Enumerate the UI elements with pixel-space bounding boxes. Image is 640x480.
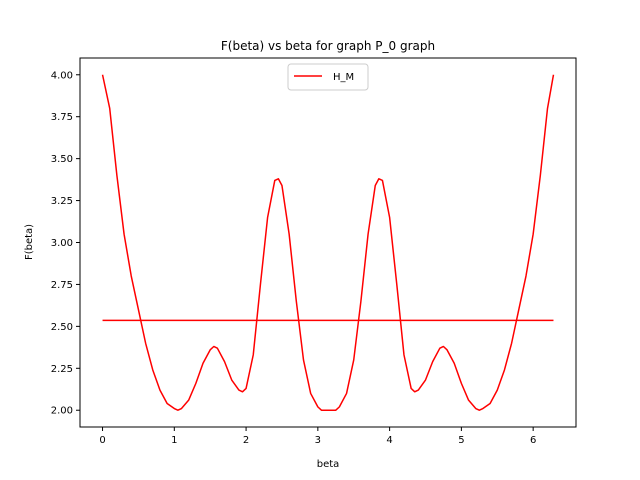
y-tick-label: 3.00: [51, 238, 73, 249]
x-tick-label: 2: [243, 435, 249, 446]
y-tick-label: 2.00: [51, 406, 73, 417]
series-line-h-m: [101, 74, 555, 411]
x-axis-ticks: 0 1 2 3 4 5 6: [99, 427, 536, 446]
chart-title: F(beta) vs beta for graph P_0 graph: [221, 39, 435, 53]
x-tick-label: 4: [386, 435, 392, 446]
y-tick-label: 2.50: [51, 322, 73, 333]
legend: H_M: [287, 63, 369, 91]
legend-box: [287, 63, 369, 91]
x-axis-label: beta: [317, 459, 340, 470]
y-tick-label: 3.75: [51, 112, 73, 123]
x-tick-label: 1: [171, 435, 177, 446]
plot-area: [101, 74, 555, 411]
x-tick-label: 6: [530, 435, 536, 446]
legend-label-h-m: H_M: [333, 72, 354, 83]
y-axis-label: F(beta): [24, 224, 35, 260]
y-tick-label: 2.25: [51, 364, 73, 375]
y-tick-label: 4.00: [51, 70, 73, 81]
y-axis-ticks: 2.00 2.25 2.50 2.75 3.00 3.25 3.50 3.75 4.00: [51, 70, 80, 417]
x-tick-label: 3: [315, 435, 321, 446]
x-tick-label: 5: [458, 435, 464, 446]
y-tick-label: 3.25: [51, 196, 73, 207]
y-tick-label: 2.75: [51, 280, 73, 291]
x-tick-label: 0: [99, 435, 105, 446]
y-tick-label: 3.50: [51, 154, 73, 165]
